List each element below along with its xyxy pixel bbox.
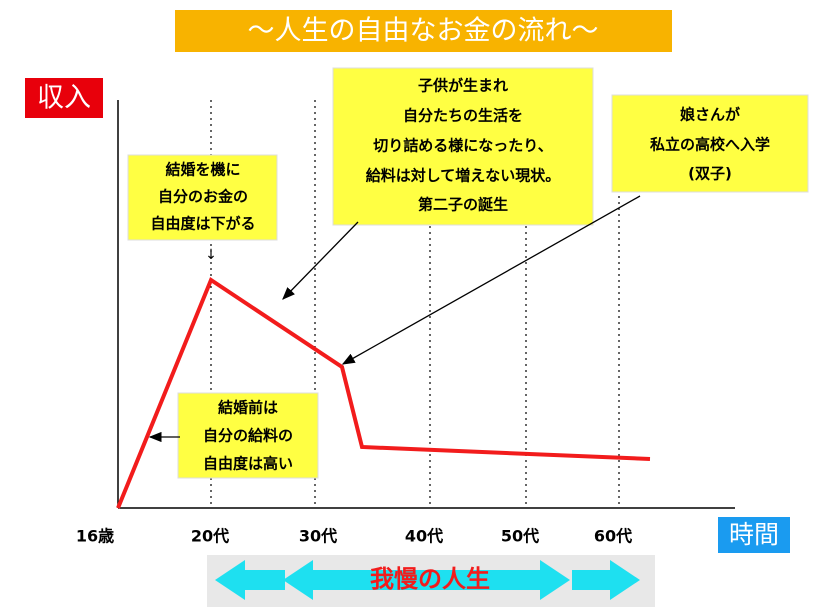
note: 切り詰める様になったり、 xyxy=(373,137,552,155)
note: 子供が生まれ xyxy=(418,77,508,95)
x-label: 50代 xyxy=(501,527,539,546)
y-label: 収入 xyxy=(37,83,91,114)
arrows xyxy=(148,195,641,443)
footer-arrows xyxy=(215,560,640,600)
note: 娘さんが xyxy=(680,106,741,124)
x-label: 40代 xyxy=(405,527,443,546)
note: 第二子の誕生 xyxy=(418,196,508,214)
x-label: 20代 xyxy=(191,527,229,546)
x-label: 60代 xyxy=(594,527,632,546)
note: 自由度は高い xyxy=(203,455,293,473)
x-label: 16歳 xyxy=(76,527,114,546)
note-box xyxy=(332,67,594,226)
note: 自分の給料の xyxy=(203,427,293,445)
y-label-box xyxy=(25,78,103,118)
x-axis-label: 時間 xyxy=(729,520,779,549)
note: 自由度は下がる xyxy=(150,215,255,233)
note: 結婚前は xyxy=(218,399,278,417)
income-line xyxy=(116,276,651,509)
note: 私立の高校へ入学 xyxy=(649,136,770,154)
title: 〜人生の自由なお金の流れ〜 xyxy=(248,16,599,47)
note: (双子) xyxy=(688,165,732,183)
marker: ↓ xyxy=(205,247,217,263)
note-box xyxy=(177,392,319,479)
footer: 我慢の人生 xyxy=(370,565,490,593)
note-box xyxy=(611,94,809,193)
note: 給料は対して増えない現状。 xyxy=(366,167,561,185)
x-label: 30代 xyxy=(299,527,337,546)
x-label-box xyxy=(718,517,790,553)
note-box xyxy=(127,154,278,241)
title-box xyxy=(175,10,672,52)
note: 結婚を機に xyxy=(165,161,240,179)
note: 自分たちの生活を xyxy=(403,107,523,125)
note: 自分のお金の xyxy=(158,188,248,206)
